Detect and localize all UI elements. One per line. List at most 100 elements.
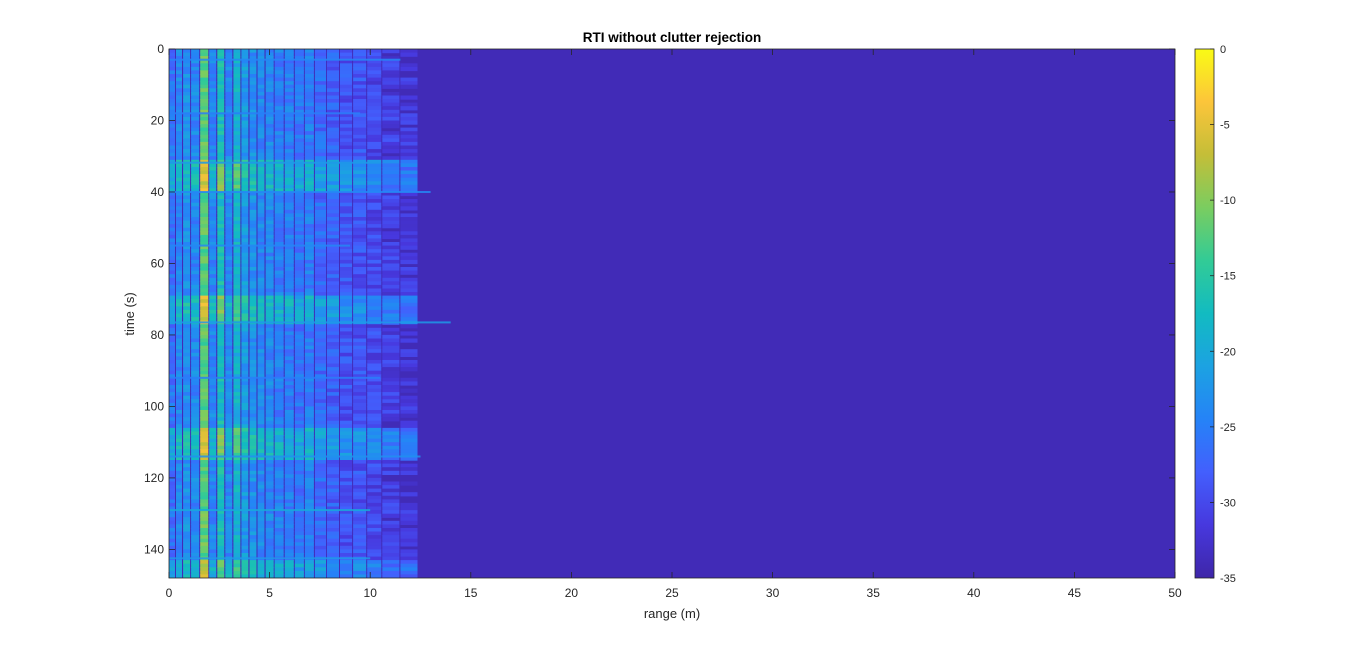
heatmap-cell bbox=[340, 302, 353, 307]
heatmap-cell bbox=[225, 399, 233, 404]
heatmap-cell bbox=[191, 499, 200, 504]
heatmap-cell bbox=[304, 402, 314, 408]
heatmap-streak bbox=[169, 557, 371, 560]
heatmap-cell bbox=[382, 163, 400, 168]
heatmap-cell bbox=[249, 134, 257, 139]
heatmap-cell bbox=[294, 152, 304, 157]
heatmap-cell bbox=[353, 102, 367, 107]
heatmap-cell bbox=[200, 538, 209, 543]
heatmap-cell bbox=[304, 49, 314, 54]
heatmap-cell bbox=[367, 531, 382, 536]
heatmap-cell bbox=[200, 317, 209, 322]
heatmap-cell bbox=[340, 184, 353, 189]
heatmap-cell bbox=[217, 313, 225, 318]
heatmap-cell bbox=[176, 470, 182, 475]
heatmap-cell bbox=[225, 256, 233, 261]
heatmap-cell bbox=[367, 395, 382, 400]
heatmap-cell bbox=[400, 267, 418, 272]
heatmap-cell bbox=[294, 381, 304, 386]
heatmap-cell bbox=[294, 420, 304, 425]
heatmap-cell bbox=[183, 59, 191, 64]
heatmap-cell bbox=[217, 167, 225, 172]
heatmap-cell bbox=[241, 124, 249, 129]
heatmap-cell bbox=[257, 116, 265, 122]
heatmap-cell bbox=[191, 202, 200, 207]
heatmap-cell bbox=[382, 431, 400, 436]
heatmap-cell bbox=[241, 141, 249, 147]
heatmap-cell bbox=[294, 209, 304, 214]
heatmap-cell bbox=[200, 188, 209, 193]
heatmap-cell bbox=[400, 542, 418, 547]
heatmap-cell bbox=[340, 70, 353, 75]
heatmap-cell bbox=[284, 570, 294, 576]
heatmap-cell bbox=[340, 477, 353, 483]
heatmap-cell bbox=[400, 520, 418, 525]
heatmap-cell bbox=[340, 106, 353, 111]
heatmap-cell bbox=[382, 149, 400, 154]
heatmap-cell bbox=[169, 370, 175, 375]
heatmap-cell bbox=[200, 363, 209, 368]
y-tick-label: 20 bbox=[151, 113, 165, 127]
heatmap-cell bbox=[274, 502, 284, 508]
heatmap-cell bbox=[217, 481, 225, 486]
heatmap-cell bbox=[353, 342, 367, 347]
heatmap-cell bbox=[183, 277, 191, 282]
heatmap-cell bbox=[169, 392, 175, 397]
heatmap-cell bbox=[191, 524, 200, 529]
heatmap-cell bbox=[233, 460, 241, 465]
heatmap-cell bbox=[340, 374, 353, 379]
heatmap-cell bbox=[257, 299, 265, 304]
heatmap-cell bbox=[225, 327, 233, 332]
heatmap-cell bbox=[326, 477, 339, 483]
heatmap-cell bbox=[176, 574, 182, 578]
heatmap-cell bbox=[326, 77, 339, 82]
heatmap-cell bbox=[183, 249, 191, 254]
heatmap-cell bbox=[249, 542, 257, 547]
heatmap-cell bbox=[284, 492, 294, 497]
heatmap-cell bbox=[304, 495, 314, 500]
heatmap-cell bbox=[233, 274, 241, 279]
heatmap-cell bbox=[274, 452, 284, 458]
heatmap-cell bbox=[382, 56, 400, 61]
heatmap-cell bbox=[176, 184, 182, 189]
heatmap-cell bbox=[314, 249, 326, 254]
heatmap-cell bbox=[400, 234, 418, 240]
heatmap-cell bbox=[191, 542, 200, 547]
heatmap-cell bbox=[265, 63, 274, 68]
heatmap-cell bbox=[314, 141, 326, 147]
heatmap-cell bbox=[249, 177, 257, 182]
heatmap-cell bbox=[191, 402, 200, 408]
heatmap-cell bbox=[274, 309, 284, 315]
heatmap-cell bbox=[233, 349, 241, 354]
heatmap-cell bbox=[257, 313, 265, 318]
heatmap-cell bbox=[294, 317, 304, 322]
heatmap-cell bbox=[257, 174, 265, 179]
heatmap-cell bbox=[340, 413, 353, 418]
heatmap-cell bbox=[265, 88, 274, 93]
heatmap-cell bbox=[265, 352, 274, 357]
heatmap-cell bbox=[176, 520, 182, 525]
heatmap-cell bbox=[169, 363, 175, 368]
heatmap-cell bbox=[217, 102, 225, 107]
heatmap-cell bbox=[284, 181, 294, 186]
heatmap-cell bbox=[314, 342, 326, 347]
heatmap-cell bbox=[314, 174, 326, 179]
heatmap-cell bbox=[314, 281, 326, 286]
heatmap-cell bbox=[353, 520, 367, 525]
heatmap-cell bbox=[209, 324, 217, 329]
heatmap-cell bbox=[314, 313, 326, 318]
heatmap-cell bbox=[400, 406, 418, 411]
heatmap-cell bbox=[274, 63, 284, 68]
heatmap-cell bbox=[367, 91, 382, 97]
heatmap-cell bbox=[294, 388, 304, 393]
heatmap-cell bbox=[353, 52, 367, 57]
heatmap-cell bbox=[169, 485, 175, 490]
heatmap-cell bbox=[191, 209, 200, 214]
heatmap-cell bbox=[169, 231, 175, 236]
heatmap-cell bbox=[169, 256, 175, 261]
heatmap-cell bbox=[367, 374, 382, 379]
heatmap-cell bbox=[209, 116, 217, 122]
heatmap-cell bbox=[257, 528, 265, 533]
heatmap-cell bbox=[326, 345, 339, 350]
heatmap-cell bbox=[249, 413, 257, 418]
